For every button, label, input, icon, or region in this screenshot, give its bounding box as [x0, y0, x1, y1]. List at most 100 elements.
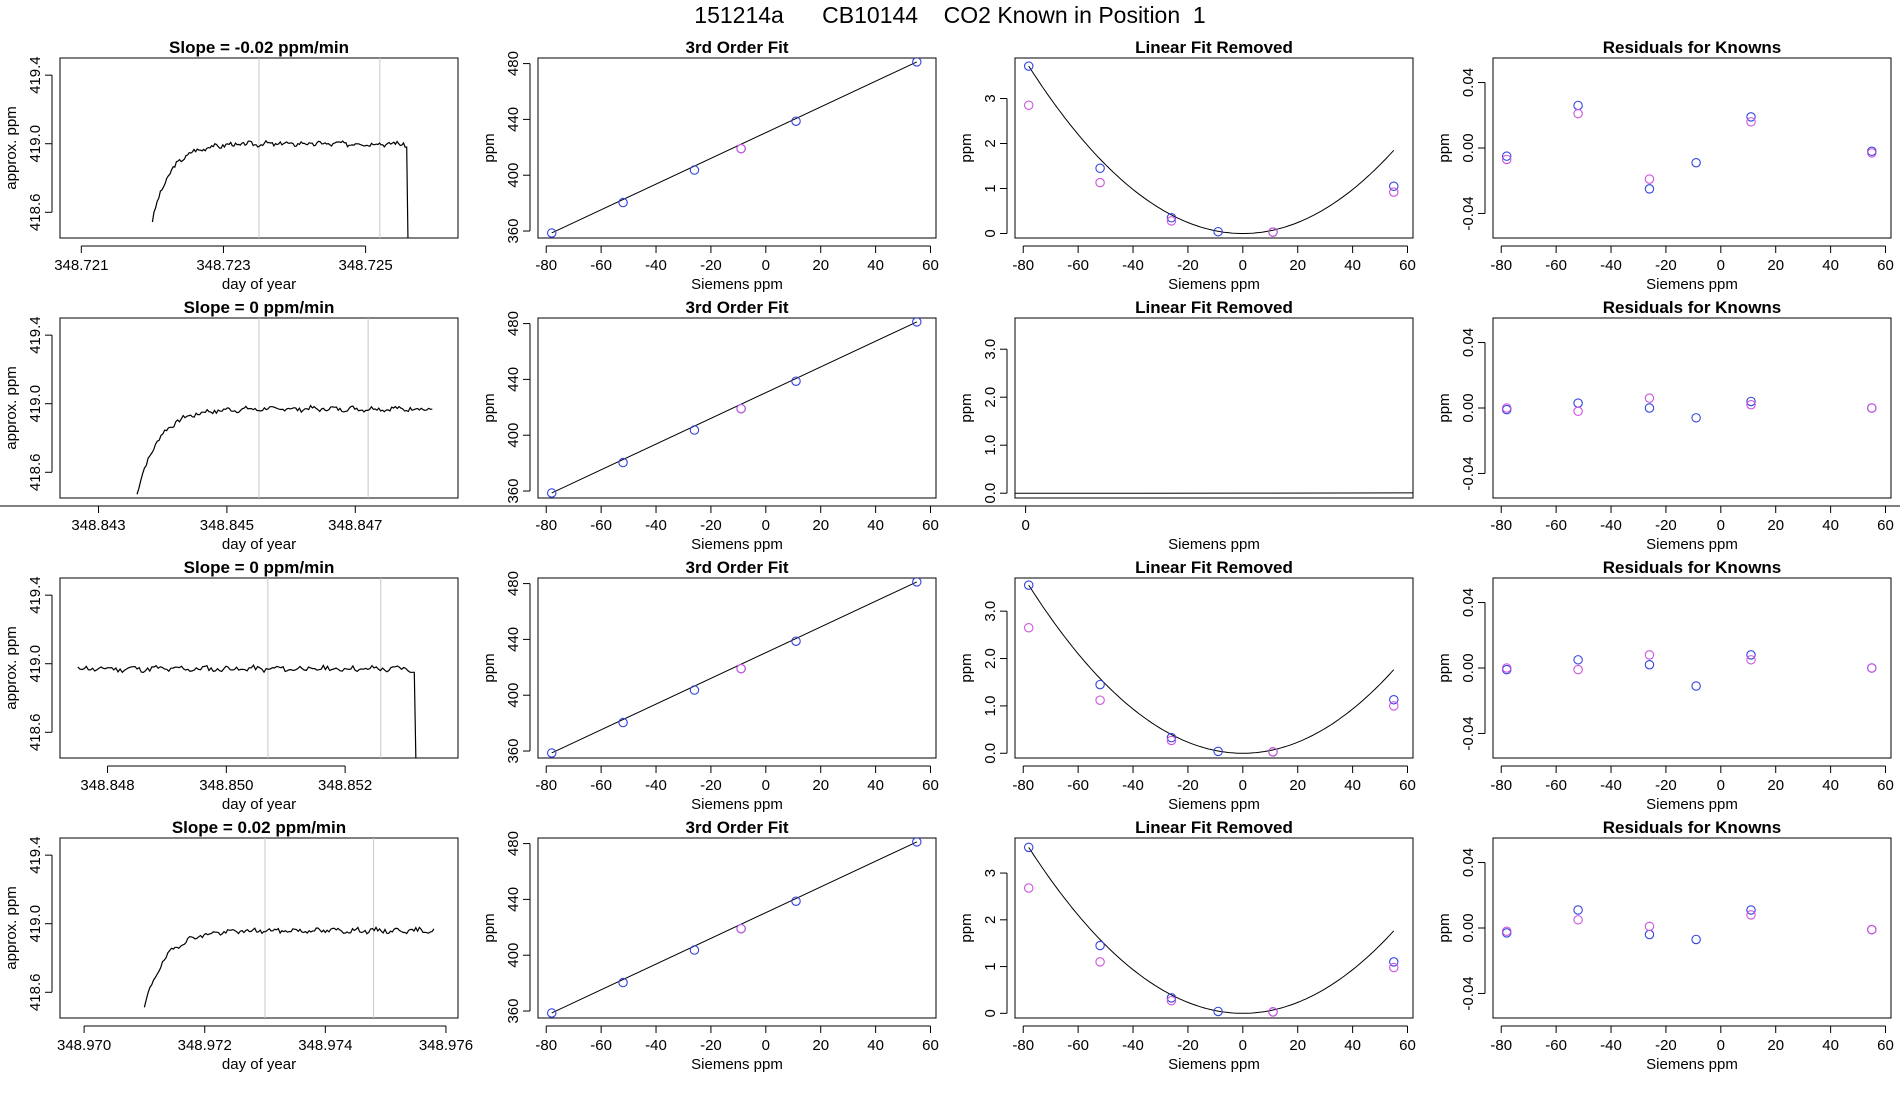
fit-curve	[1028, 847, 1395, 1014]
data-point	[1166, 216, 1177, 226]
x-tick-label: 60	[1399, 1037, 1416, 1054]
x-tick-label: 0	[762, 257, 770, 274]
x-tick-label: -20	[700, 1037, 722, 1054]
panel-title: 3rd Order Fit	[686, 38, 789, 57]
plot-area	[1015, 492, 1413, 494]
data-point	[1573, 100, 1583, 111]
data-point	[736, 403, 746, 414]
x-tick-label: -20	[700, 257, 722, 274]
data-point	[1644, 393, 1655, 403]
panel-4-1: Slope = 0.02 ppm/min 348.970 348.972 348.97…	[3, 818, 473, 1073]
x-tick-label: 20	[1767, 517, 1784, 534]
x-tick-label: -80	[1490, 257, 1512, 274]
data-point	[1213, 1006, 1223, 1017]
x-axis-label: day of year	[222, 276, 296, 293]
panel-4-3: Linear Fit Removed-80 -60 -40 -20 0 20 40 60Sie…	[958, 818, 1416, 1073]
data-point	[689, 685, 700, 695]
data-point	[1573, 915, 1583, 925]
x-tick-label: 348.845	[200, 517, 254, 534]
x-axis-label: Siemens ppm	[1168, 796, 1260, 813]
data-point	[912, 318, 922, 327]
plot-area	[77, 578, 417, 758]
concentration-trace	[151, 139, 409, 238]
data-point	[1746, 112, 1756, 122]
data-point	[618, 717, 628, 728]
plot-area	[1501, 393, 1877, 423]
data-point	[1166, 993, 1177, 1003]
x-tick-label: -80	[1012, 257, 1034, 274]
y-tick-label: 1.0	[982, 435, 999, 456]
data-point	[1389, 957, 1399, 967]
data-point	[1691, 681, 1701, 691]
x-tick-label: 60	[922, 1037, 939, 1054]
x-tick-label: -40	[1600, 517, 1622, 534]
x-tick-label: -20	[1655, 517, 1677, 534]
x-tick-label: -60	[590, 517, 612, 534]
x-tick-label: 60	[922, 517, 939, 534]
data-point	[1268, 747, 1278, 757]
y-tick-label: 0.04	[1460, 68, 1477, 97]
y-tick-label: 360	[505, 999, 522, 1024]
plot-frame	[537, 57, 937, 239]
panel-1-3: Linear Fit Removed-80 -60 -40 -20 0 20 40 60Sie…	[958, 38, 1416, 293]
x-tick-label: 40	[1822, 777, 1839, 794]
data-point	[736, 143, 746, 154]
y-tick-label: 440	[505, 107, 522, 132]
data-point	[1095, 695, 1105, 705]
y-axis-label: ppm	[958, 653, 975, 682]
plot-frame	[1014, 317, 1414, 499]
y-tick-label: 1	[982, 184, 999, 192]
data-point	[546, 228, 557, 238]
x-tick-label: -40	[1600, 777, 1622, 794]
y-tick-label: 419.4	[27, 836, 44, 874]
x-tick-label: 40	[1344, 1037, 1361, 1054]
x-tick-label: -40	[1122, 257, 1144, 274]
data-point	[1095, 957, 1105, 967]
panel-title: Linear Fit Removed	[1135, 818, 1293, 837]
fit-curve	[1028, 65, 1395, 234]
plot-frame	[1492, 317, 1892, 499]
y-tick-label: 418.6	[27, 974, 44, 1012]
x-tick-label: -80	[1012, 777, 1034, 794]
panel-title: Residuals for Knowns	[1603, 298, 1782, 317]
x-tick-label: 348.725	[338, 257, 392, 274]
y-axis-label: ppm	[1436, 653, 1453, 682]
y-axis-label: approx. ppm	[3, 626, 20, 709]
x-tick-label: 0	[762, 1037, 770, 1054]
data-point	[791, 376, 801, 386]
panel-2-2: 3rd Order Fit -80 -60 -40 -20 0 20 40 60 Siemens …	[481, 298, 939, 553]
fit-line	[551, 581, 917, 754]
y-tick-label: 418.6	[27, 454, 44, 492]
y-tick-label: 400	[505, 423, 522, 448]
data-point	[912, 838, 922, 847]
panel-title: Linear Fit Removed	[1135, 298, 1293, 317]
y-tick-label: 3	[982, 869, 999, 877]
concentration-trace	[77, 663, 417, 758]
x-tick-label: 348.723	[196, 257, 250, 274]
plot-area	[1501, 650, 1877, 691]
x-tick-label: 20	[1767, 257, 1784, 274]
data-point	[1501, 403, 1512, 413]
concentration-trace	[143, 926, 435, 1008]
y-axis-label: approx. ppm	[3, 886, 20, 969]
data-point	[791, 896, 801, 906]
panel-1-4: Residuals for Knowns -80 -60 -40 -20 0 20 40 60 S…	[1436, 38, 1894, 293]
data-point	[1389, 181, 1399, 192]
x-tick-label: 0	[1021, 517, 1029, 534]
x-tick-label: 60	[1877, 777, 1894, 794]
data-point	[1644, 659, 1655, 670]
data-point	[618, 197, 628, 208]
plot-frame	[537, 837, 937, 1019]
panel-title: Slope = 0.02 ppm/min	[172, 818, 346, 837]
plot-frame	[1014, 57, 1414, 239]
plot-frame	[1492, 57, 1892, 239]
x-tick-label: -80	[535, 257, 557, 274]
x-tick-label: -60	[1545, 517, 1567, 534]
data-point	[1691, 157, 1701, 168]
x-tick-label: 348.850	[199, 777, 253, 794]
y-tick-label: 419.0	[27, 125, 44, 163]
x-axis-label: Siemens ppm	[1646, 536, 1738, 553]
panel-title: 3rd Order Fit	[686, 298, 789, 317]
data-point	[1095, 163, 1105, 174]
x-tick-label: 60	[1877, 1037, 1894, 1054]
